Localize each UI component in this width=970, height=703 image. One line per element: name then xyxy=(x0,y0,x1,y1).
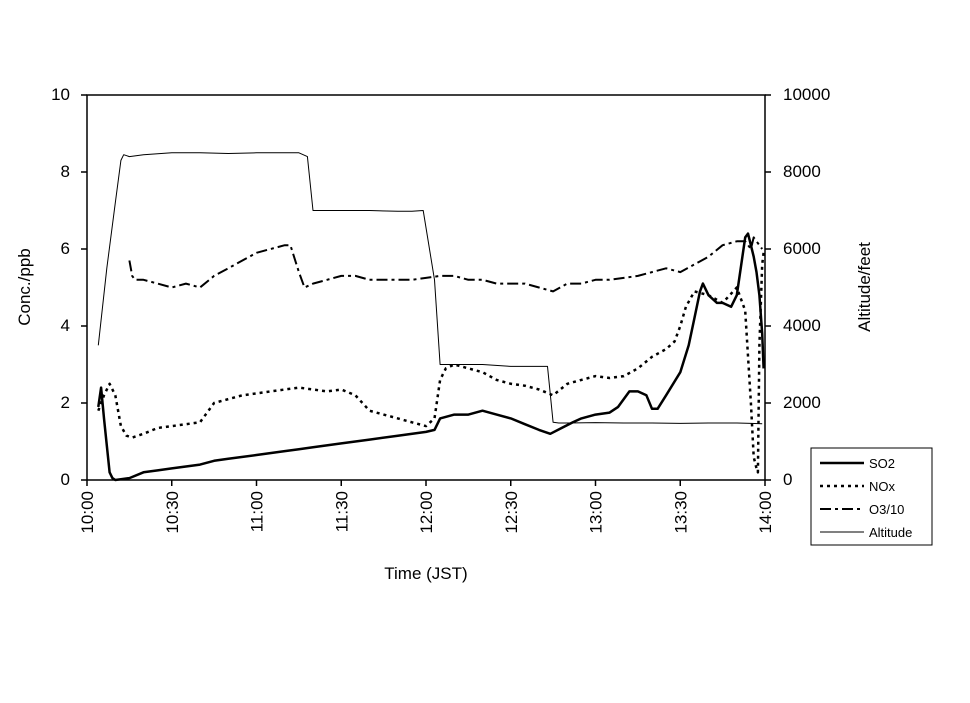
y-right-tick-label: 0 xyxy=(783,470,792,489)
left-axis-ticks: 0 2 4 6 8 10 xyxy=(51,85,70,489)
y-left-tick-label: 10 xyxy=(51,85,70,104)
y-right-tick-label: 8000 xyxy=(783,162,821,181)
y-left-tick-label: 2 xyxy=(61,393,70,412)
x-tick-label: 10:00 xyxy=(78,491,97,534)
y-left-axis-title: Conc./ppb xyxy=(15,248,34,326)
y-right-tick-label: 6000 xyxy=(783,239,821,258)
x-tick-label: 12:00 xyxy=(417,491,436,534)
y-left-tick-label: 6 xyxy=(61,239,70,258)
x-axis-title: Time (JST) xyxy=(384,564,467,583)
y-right-tick-label: 10000 xyxy=(783,85,830,104)
y-right-axis-title: Altitude/feet xyxy=(855,242,874,332)
y-right-tick-label: 4000 xyxy=(783,316,821,335)
series-layer xyxy=(97,152,765,482)
y-right-tick-label: 2000 xyxy=(783,393,821,412)
series-line-so2 xyxy=(97,232,765,482)
x-tick-label: 13:30 xyxy=(671,491,690,534)
series-line-altitude xyxy=(97,152,763,425)
series-line-nox xyxy=(97,252,765,474)
y-left-tick-label: 0 xyxy=(61,470,70,489)
x-tick-label: 13:00 xyxy=(587,491,606,534)
y-left-tick-label: 8 xyxy=(61,162,70,181)
x-tick-label: 12:30 xyxy=(502,491,521,534)
y-left-tick-label: 4 xyxy=(61,316,70,335)
legend-label-so2: SO2 xyxy=(869,456,895,471)
legend-label-o3: O3/10 xyxy=(869,502,904,517)
x-tick-label: 11:00 xyxy=(248,491,267,532)
series-line-o3-10 xyxy=(128,236,764,293)
x-tick-label: 11:30 xyxy=(332,491,351,532)
x-axis-ticks: 10:00 10:30 11:00 11:30 12:00 12:30 13:00 13:30… xyxy=(78,94,775,534)
x-tick-label: 14:00 xyxy=(756,491,775,534)
right-axis-ticks: 0 2000 4000 6000 8000 10000 xyxy=(783,85,830,489)
legend-label-nox: NOx xyxy=(869,479,896,494)
legend: SO2 NOx O3/10 Altitude xyxy=(810,447,933,546)
x-tick-label: 10:30 xyxy=(163,491,182,534)
plot-area xyxy=(86,94,766,481)
legend-label-altitude: Altitude xyxy=(869,525,912,540)
